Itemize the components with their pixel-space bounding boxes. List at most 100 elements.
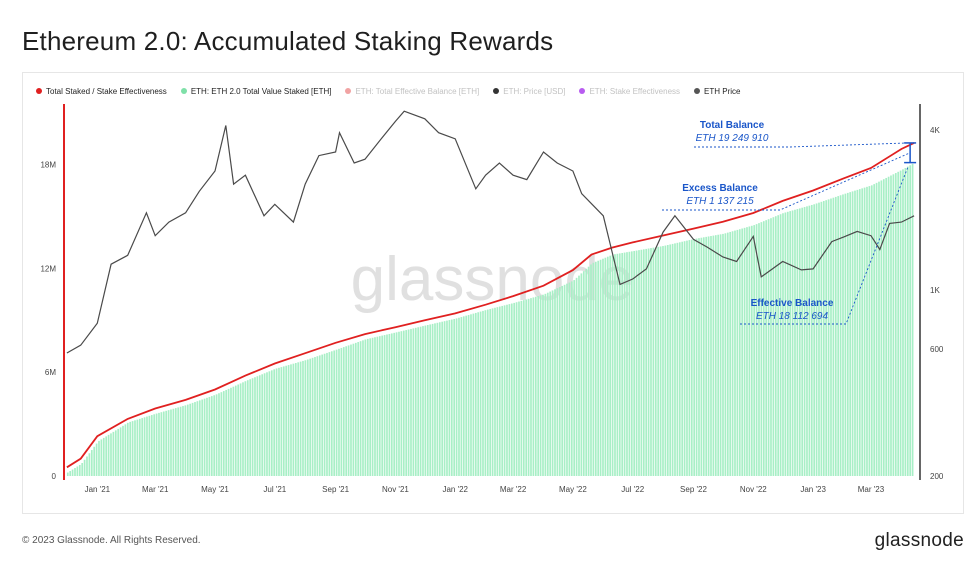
staked-bar [482,310,484,476]
staked-bar [326,352,328,476]
staked-bar [628,251,631,476]
staked-bar [491,308,494,476]
staked-bar [218,393,220,476]
staked-bar [458,317,460,476]
staked-bar [750,225,753,476]
staked-bar [738,229,741,476]
staked-bar [614,254,616,476]
staked-bar [414,327,417,476]
y-tick-label: 6M [45,368,56,377]
staked-bar [383,335,386,476]
staked-bar [76,466,79,476]
staked-bar [710,236,712,476]
staked-bar [86,456,88,476]
staked-bar [666,245,669,476]
staked-bar [258,375,261,476]
staked-bar [237,384,240,476]
staked-bar [297,362,300,476]
x-tick-label: Sep '21 [322,485,349,494]
staked-bar [568,282,571,476]
staked-bar [623,252,626,476]
eth-price-line [66,110,915,354]
staked-bar [263,373,266,476]
staked-bar [196,401,199,476]
staked-bar [678,242,681,476]
staked-bar [362,340,364,476]
staked-bar [736,229,739,476]
staked-bar [318,355,321,476]
legend-item[interactable]: ETH: ETH 2.0 Total Value Staked [ETH] [180,87,331,96]
staked-bar [402,330,405,476]
staked-bar [110,433,112,476]
staked-bar [378,336,381,476]
staked-bar [417,327,420,476]
staked-bar [681,241,684,476]
staked-bar [71,469,74,476]
legend-label: ETH: Total Effective Balance [ETH] [355,86,480,96]
staked-bar [160,412,163,476]
staked-bar [866,186,868,476]
staked-bar [878,181,880,476]
staked-bar [770,218,772,476]
staked-bar [155,413,158,476]
staked-bar [443,321,446,476]
staked-bar [107,434,110,476]
brand-logo[interactable]: glassnode [874,530,964,551]
staked-bar [606,256,609,476]
staked-bar [683,241,686,476]
staked-bar [707,236,710,476]
staked-bar [885,177,888,476]
legend-item[interactable]: ETH: Price [USD] [493,87,565,96]
staked-bar [899,170,902,476]
staked-bar [450,319,453,476]
staked-bar [395,332,398,476]
staked-bar [388,333,391,476]
legend-item[interactable]: ETH Price [694,87,740,96]
total-staked-line [66,142,915,469]
staked-bar [390,333,393,476]
staked-bar [554,289,556,476]
staked-bar [825,200,828,476]
staked-bar [282,366,285,476]
x-tick-label: Jul '21 [263,485,286,494]
staked-bar [287,365,290,476]
staked-bar [122,425,124,476]
y-tick-label: 18M [40,161,56,170]
staked-bar [618,253,621,476]
staked-bar [215,394,218,476]
staked-bar [330,351,333,476]
legend-item[interactable]: Total Staked / Stake Effectiveness [36,87,167,96]
staked-bar [544,293,547,476]
staked-bar [148,415,151,476]
staked-bar [333,350,336,476]
legend-item[interactable]: ETH: Stake Effectiveness [579,87,680,96]
staked-bar [486,309,489,476]
legend-label: Total Staked / Stake Effectiveness [46,86,167,96]
staked-bar [789,211,792,476]
staked-bar [810,204,813,476]
staked-bar [350,344,352,476]
staked-bar [419,326,422,476]
staked-bar [832,197,835,476]
staked-bar [633,250,636,476]
staked-bar [453,318,456,476]
staked-bar [839,195,842,476]
staked-bar [66,472,69,476]
staked-bar [717,234,720,476]
staked-bar [585,268,588,476]
staked-bar [126,422,129,476]
staked-bar [222,391,225,476]
staked-bar [587,266,590,476]
legend-item[interactable]: ETH: Total Effective Balance [ETH] [345,87,479,96]
staked-bar [743,227,746,476]
staked-bar [290,364,292,476]
staked-bar [808,205,811,476]
staked-bar [460,317,463,476]
staked-bar [510,303,513,476]
staked-bar [570,281,573,476]
staked-bar [539,295,542,476]
staked-bar [316,356,319,476]
staked-bar [803,207,806,476]
staked-bar [78,464,81,476]
staked-bar [302,360,304,476]
